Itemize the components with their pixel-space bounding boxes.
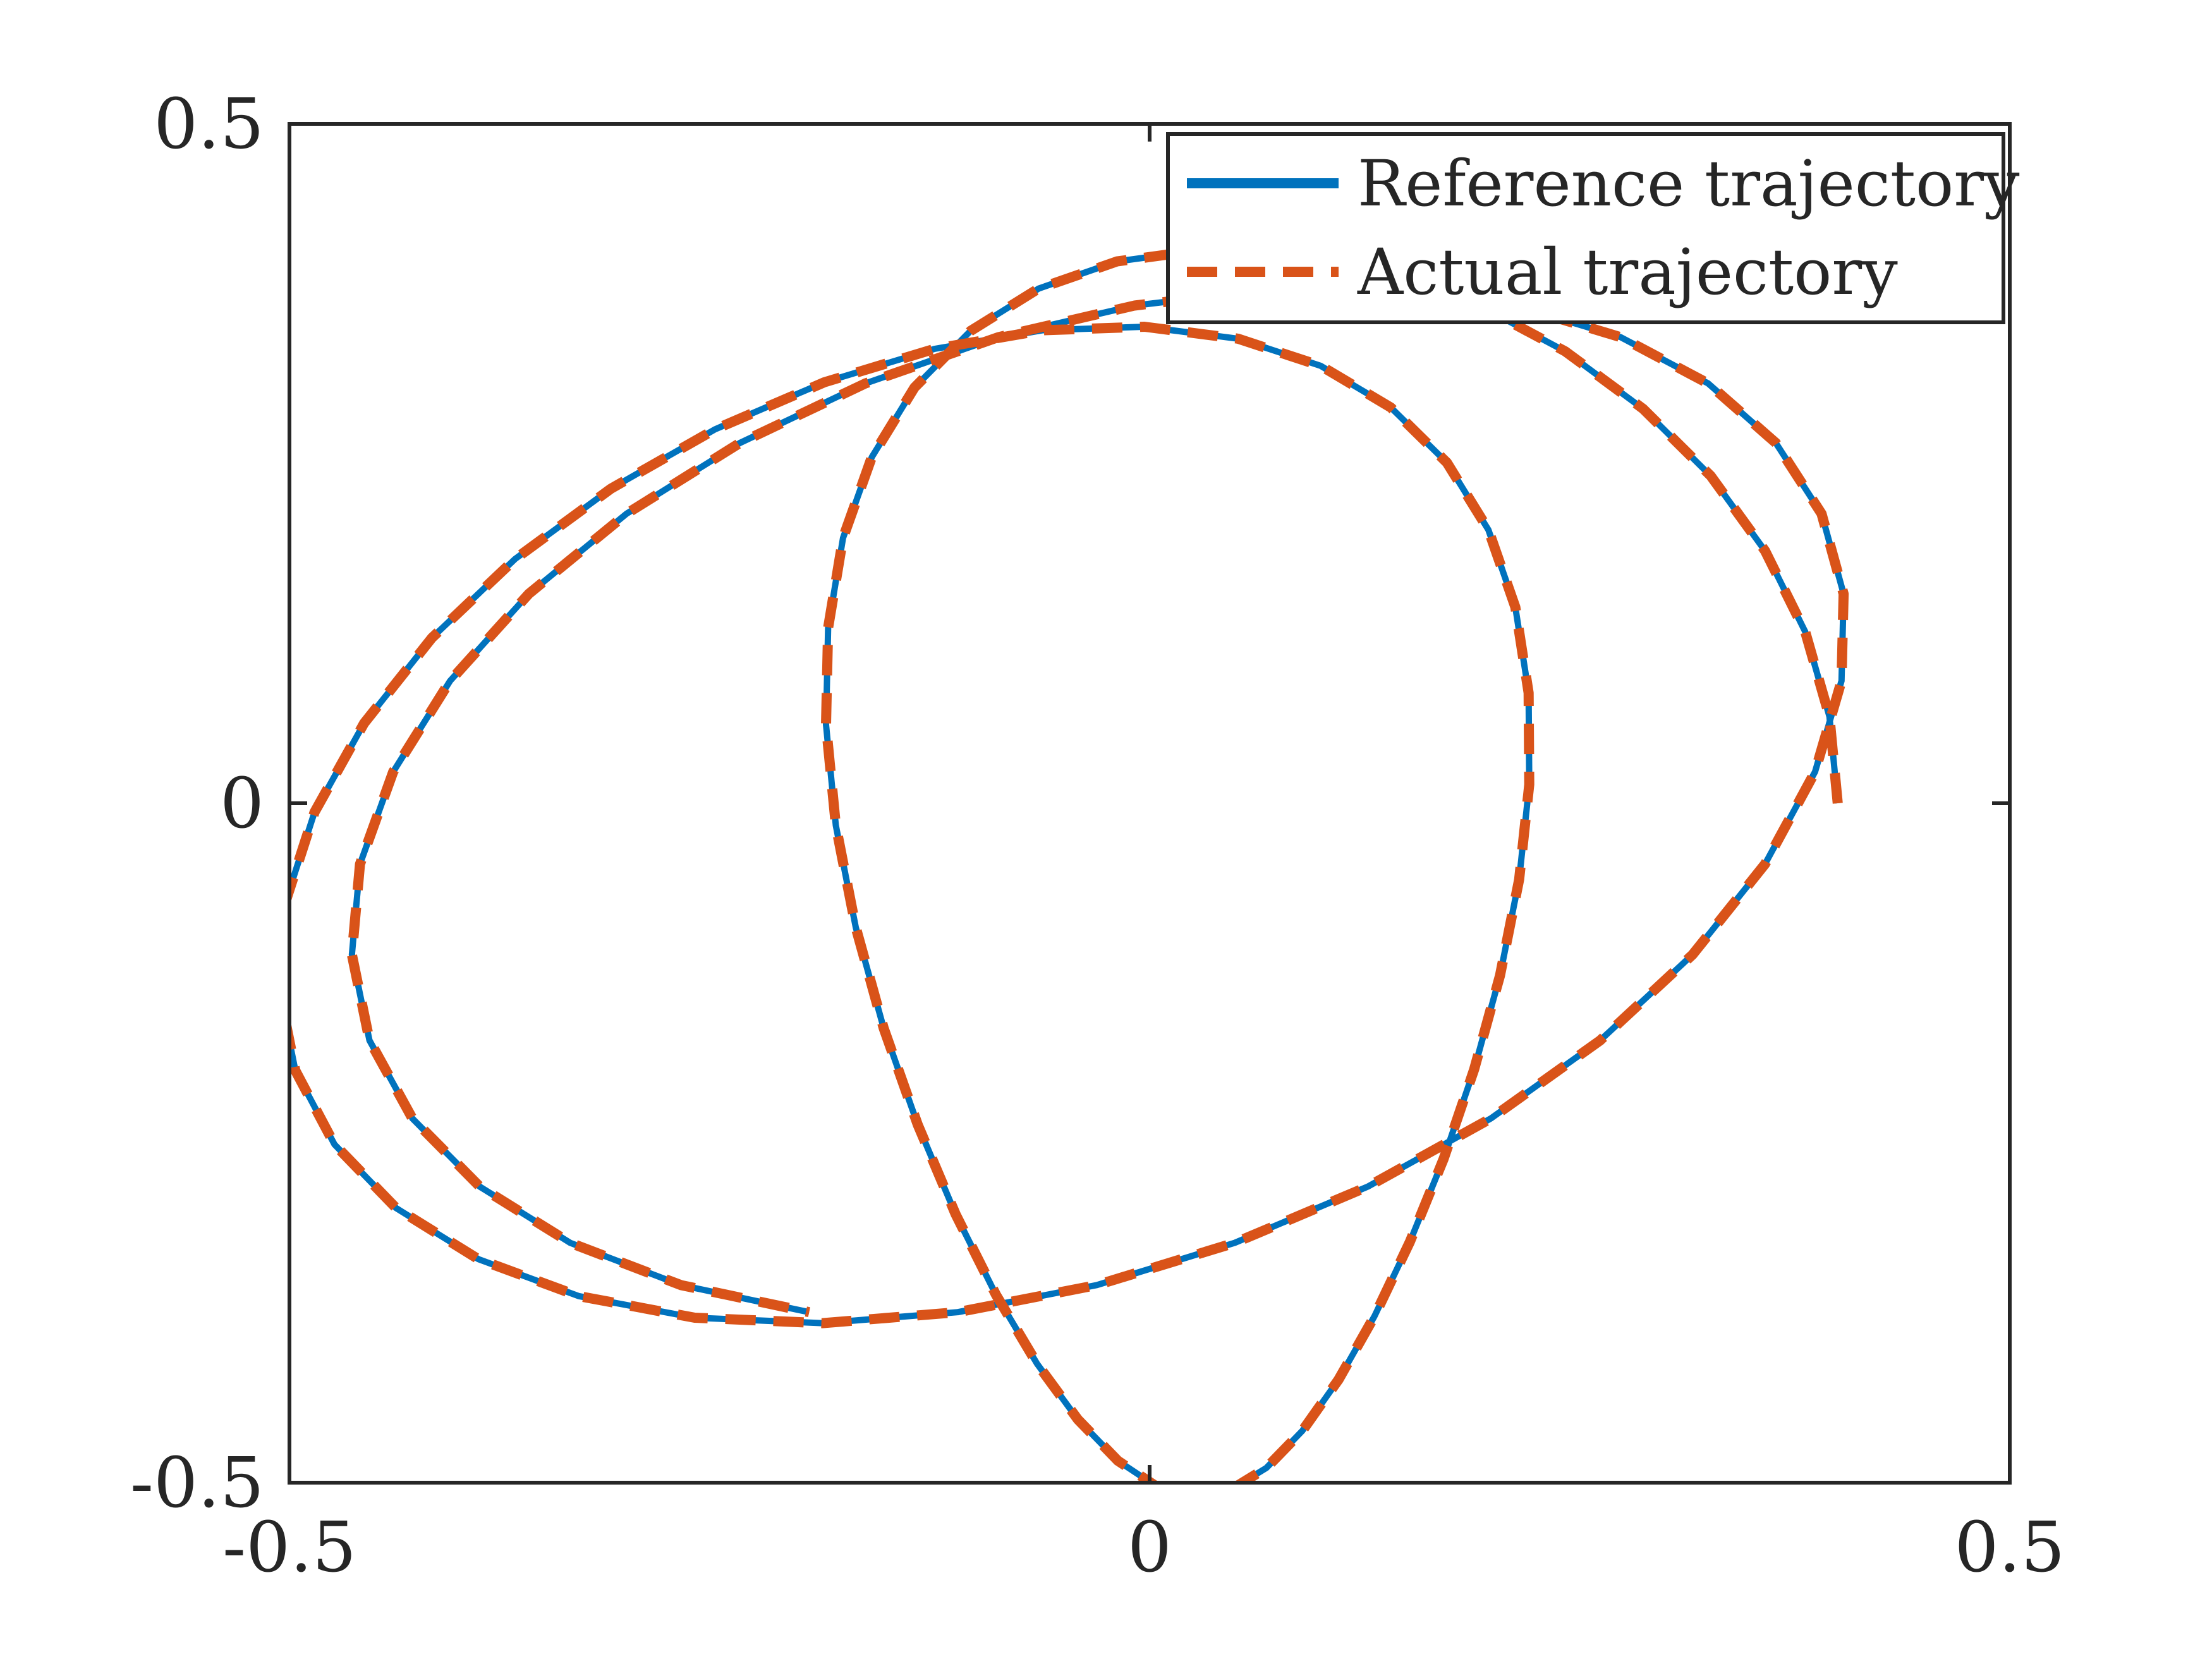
x-tick-label: 0 (1127, 1507, 1172, 1588)
x-tick-label: 0.5 (1955, 1507, 2065, 1588)
legend: Reference trajectory Actual trajectory (1166, 132, 2020, 324)
legend-label-reference: Reference trajectory (1358, 147, 2020, 221)
y-tick-label: -0.5 (130, 1442, 264, 1523)
ticks-layer: -0.5 0 0.5 -0.5 0 0.5 (130, 83, 2065, 1588)
y-tick-label: 0 (220, 763, 264, 844)
y-tick-label: 0.5 (154, 83, 264, 164)
legend-box (1166, 132, 2005, 324)
legend-label-actual: Actual trajectory (1357, 235, 1898, 309)
x-tick-label: -0.5 (222, 1507, 356, 1588)
axes-background (289, 124, 2010, 1483)
plot-area: -0.5 0 0.5 -0.5 0 0.5 (130, 83, 2065, 1588)
